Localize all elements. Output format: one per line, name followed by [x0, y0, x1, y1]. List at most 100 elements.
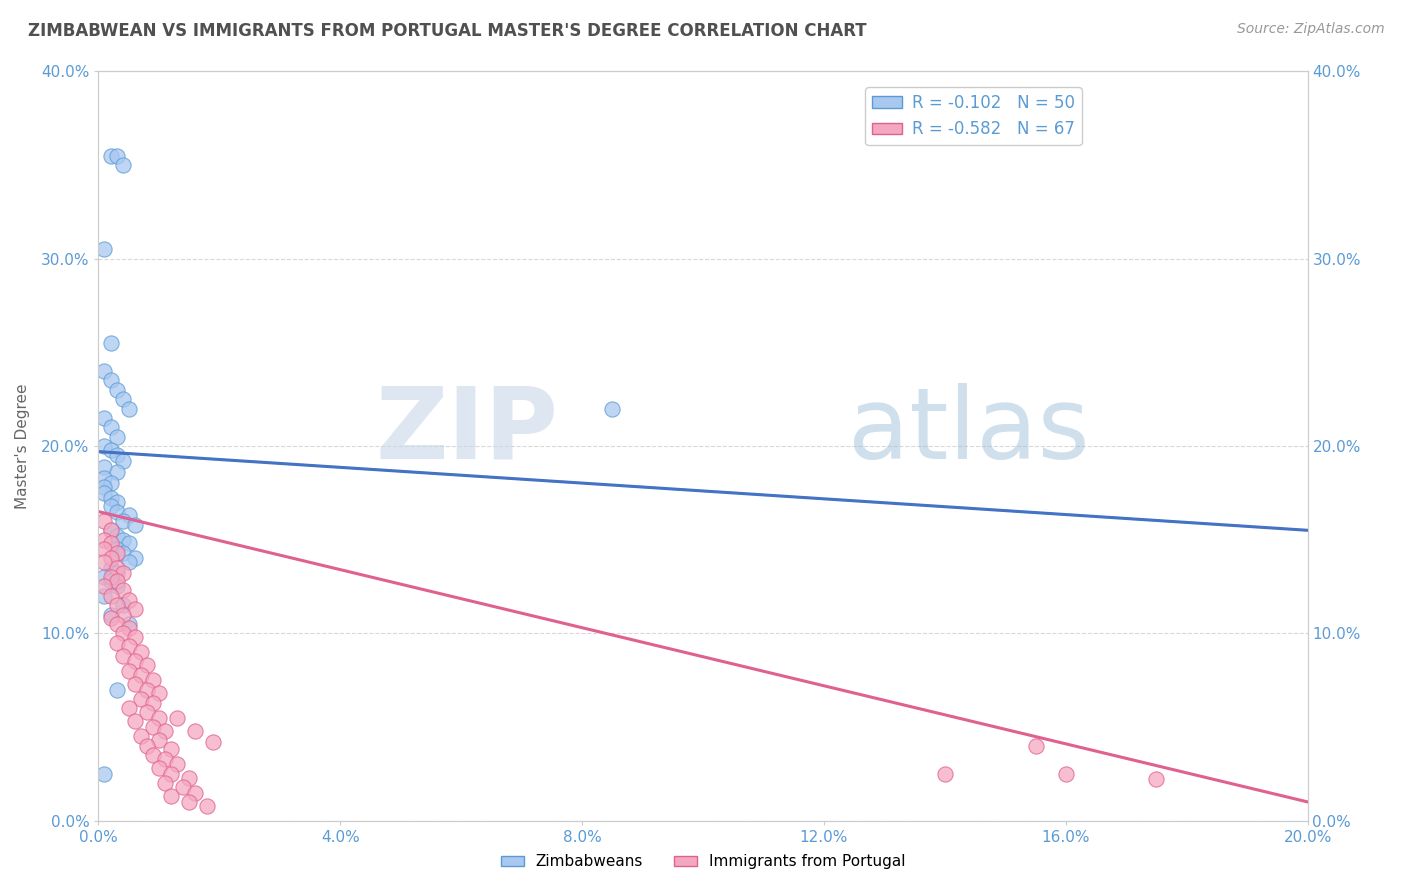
Point — [118, 621, 141, 635]
Point — [1144, 772, 1167, 787]
Point — [129, 730, 152, 744]
Point — [118, 640, 141, 654]
Point — [105, 682, 128, 697]
Point — [93, 533, 115, 547]
Point — [111, 599, 134, 613]
Point — [100, 574, 122, 588]
Point — [105, 635, 128, 649]
Point — [118, 617, 141, 632]
Point — [129, 667, 152, 681]
Point — [100, 374, 122, 388]
Point — [179, 795, 201, 809]
Point — [100, 561, 122, 575]
Point — [166, 710, 188, 724]
Point — [1024, 739, 1046, 753]
Text: ZIMBABWEAN VS IMMIGRANTS FROM PORTUGAL MASTER'S DEGREE CORRELATION CHART: ZIMBABWEAN VS IMMIGRANTS FROM PORTUGAL M… — [28, 22, 866, 40]
Point — [100, 442, 122, 457]
Point — [93, 486, 115, 500]
Point — [105, 574, 128, 588]
Point — [93, 589, 115, 603]
Point — [111, 566, 134, 581]
Point — [100, 420, 122, 434]
Point — [111, 583, 134, 598]
Point — [184, 723, 207, 738]
Point — [111, 514, 134, 528]
Point — [111, 392, 134, 407]
Point — [195, 798, 218, 813]
Point — [179, 771, 201, 785]
Point — [105, 495, 128, 509]
Legend: R = -0.102   N = 50, R = -0.582   N = 67: R = -0.102 N = 50, R = -0.582 N = 67 — [865, 87, 1081, 145]
Point — [100, 524, 122, 538]
Point — [105, 580, 128, 594]
Point — [100, 551, 122, 566]
Point — [148, 733, 170, 747]
Text: Source: ZipAtlas.com: Source: ZipAtlas.com — [1237, 22, 1385, 37]
Point — [105, 546, 128, 560]
Point — [153, 776, 176, 790]
Point — [100, 336, 122, 351]
Point — [93, 555, 115, 569]
Point — [111, 454, 134, 468]
Point — [111, 648, 134, 663]
Point — [105, 529, 128, 543]
Point — [105, 617, 128, 632]
Point — [111, 158, 134, 172]
Point — [105, 149, 128, 163]
Text: ZIP: ZIP — [375, 383, 558, 480]
Point — [100, 149, 122, 163]
Point — [142, 696, 165, 710]
Point — [100, 491, 122, 506]
Point — [118, 536, 141, 550]
Point — [100, 607, 122, 622]
Point — [93, 514, 115, 528]
Point — [160, 789, 183, 804]
Point — [124, 630, 146, 644]
Point — [105, 449, 128, 463]
Point — [93, 542, 115, 557]
Text: atlas: atlas — [848, 383, 1090, 480]
Point — [105, 542, 128, 557]
Point — [118, 701, 141, 715]
Point — [160, 767, 183, 781]
Point — [100, 589, 122, 603]
Point — [111, 607, 134, 622]
Point — [153, 752, 176, 766]
Point — [135, 658, 157, 673]
Point — [93, 439, 115, 453]
Y-axis label: Master's Degree: Master's Degree — [15, 384, 30, 508]
Point — [934, 767, 956, 781]
Point — [105, 599, 128, 613]
Point — [148, 761, 170, 775]
Point — [93, 580, 115, 594]
Point — [100, 570, 122, 584]
Point — [142, 673, 165, 688]
Point — [153, 723, 176, 738]
Point — [129, 645, 152, 659]
Point — [202, 735, 225, 749]
Point — [100, 499, 122, 513]
Point — [100, 476, 122, 491]
Point — [111, 626, 134, 640]
Point — [142, 720, 165, 734]
Point — [148, 686, 170, 700]
Point — [135, 705, 157, 719]
Point — [105, 566, 128, 581]
Point — [105, 465, 128, 479]
Point — [105, 561, 128, 575]
Point — [111, 533, 134, 547]
Point — [166, 757, 188, 772]
Point — [93, 459, 115, 474]
Point — [129, 692, 152, 706]
Point — [105, 505, 128, 519]
Point — [93, 767, 115, 781]
Point — [93, 570, 115, 584]
Point — [93, 364, 115, 378]
Point — [602, 401, 624, 416]
Point — [111, 546, 134, 560]
Point — [93, 471, 115, 485]
Point — [172, 780, 194, 794]
Point — [135, 739, 157, 753]
Point — [118, 664, 141, 678]
Point — [142, 747, 165, 762]
